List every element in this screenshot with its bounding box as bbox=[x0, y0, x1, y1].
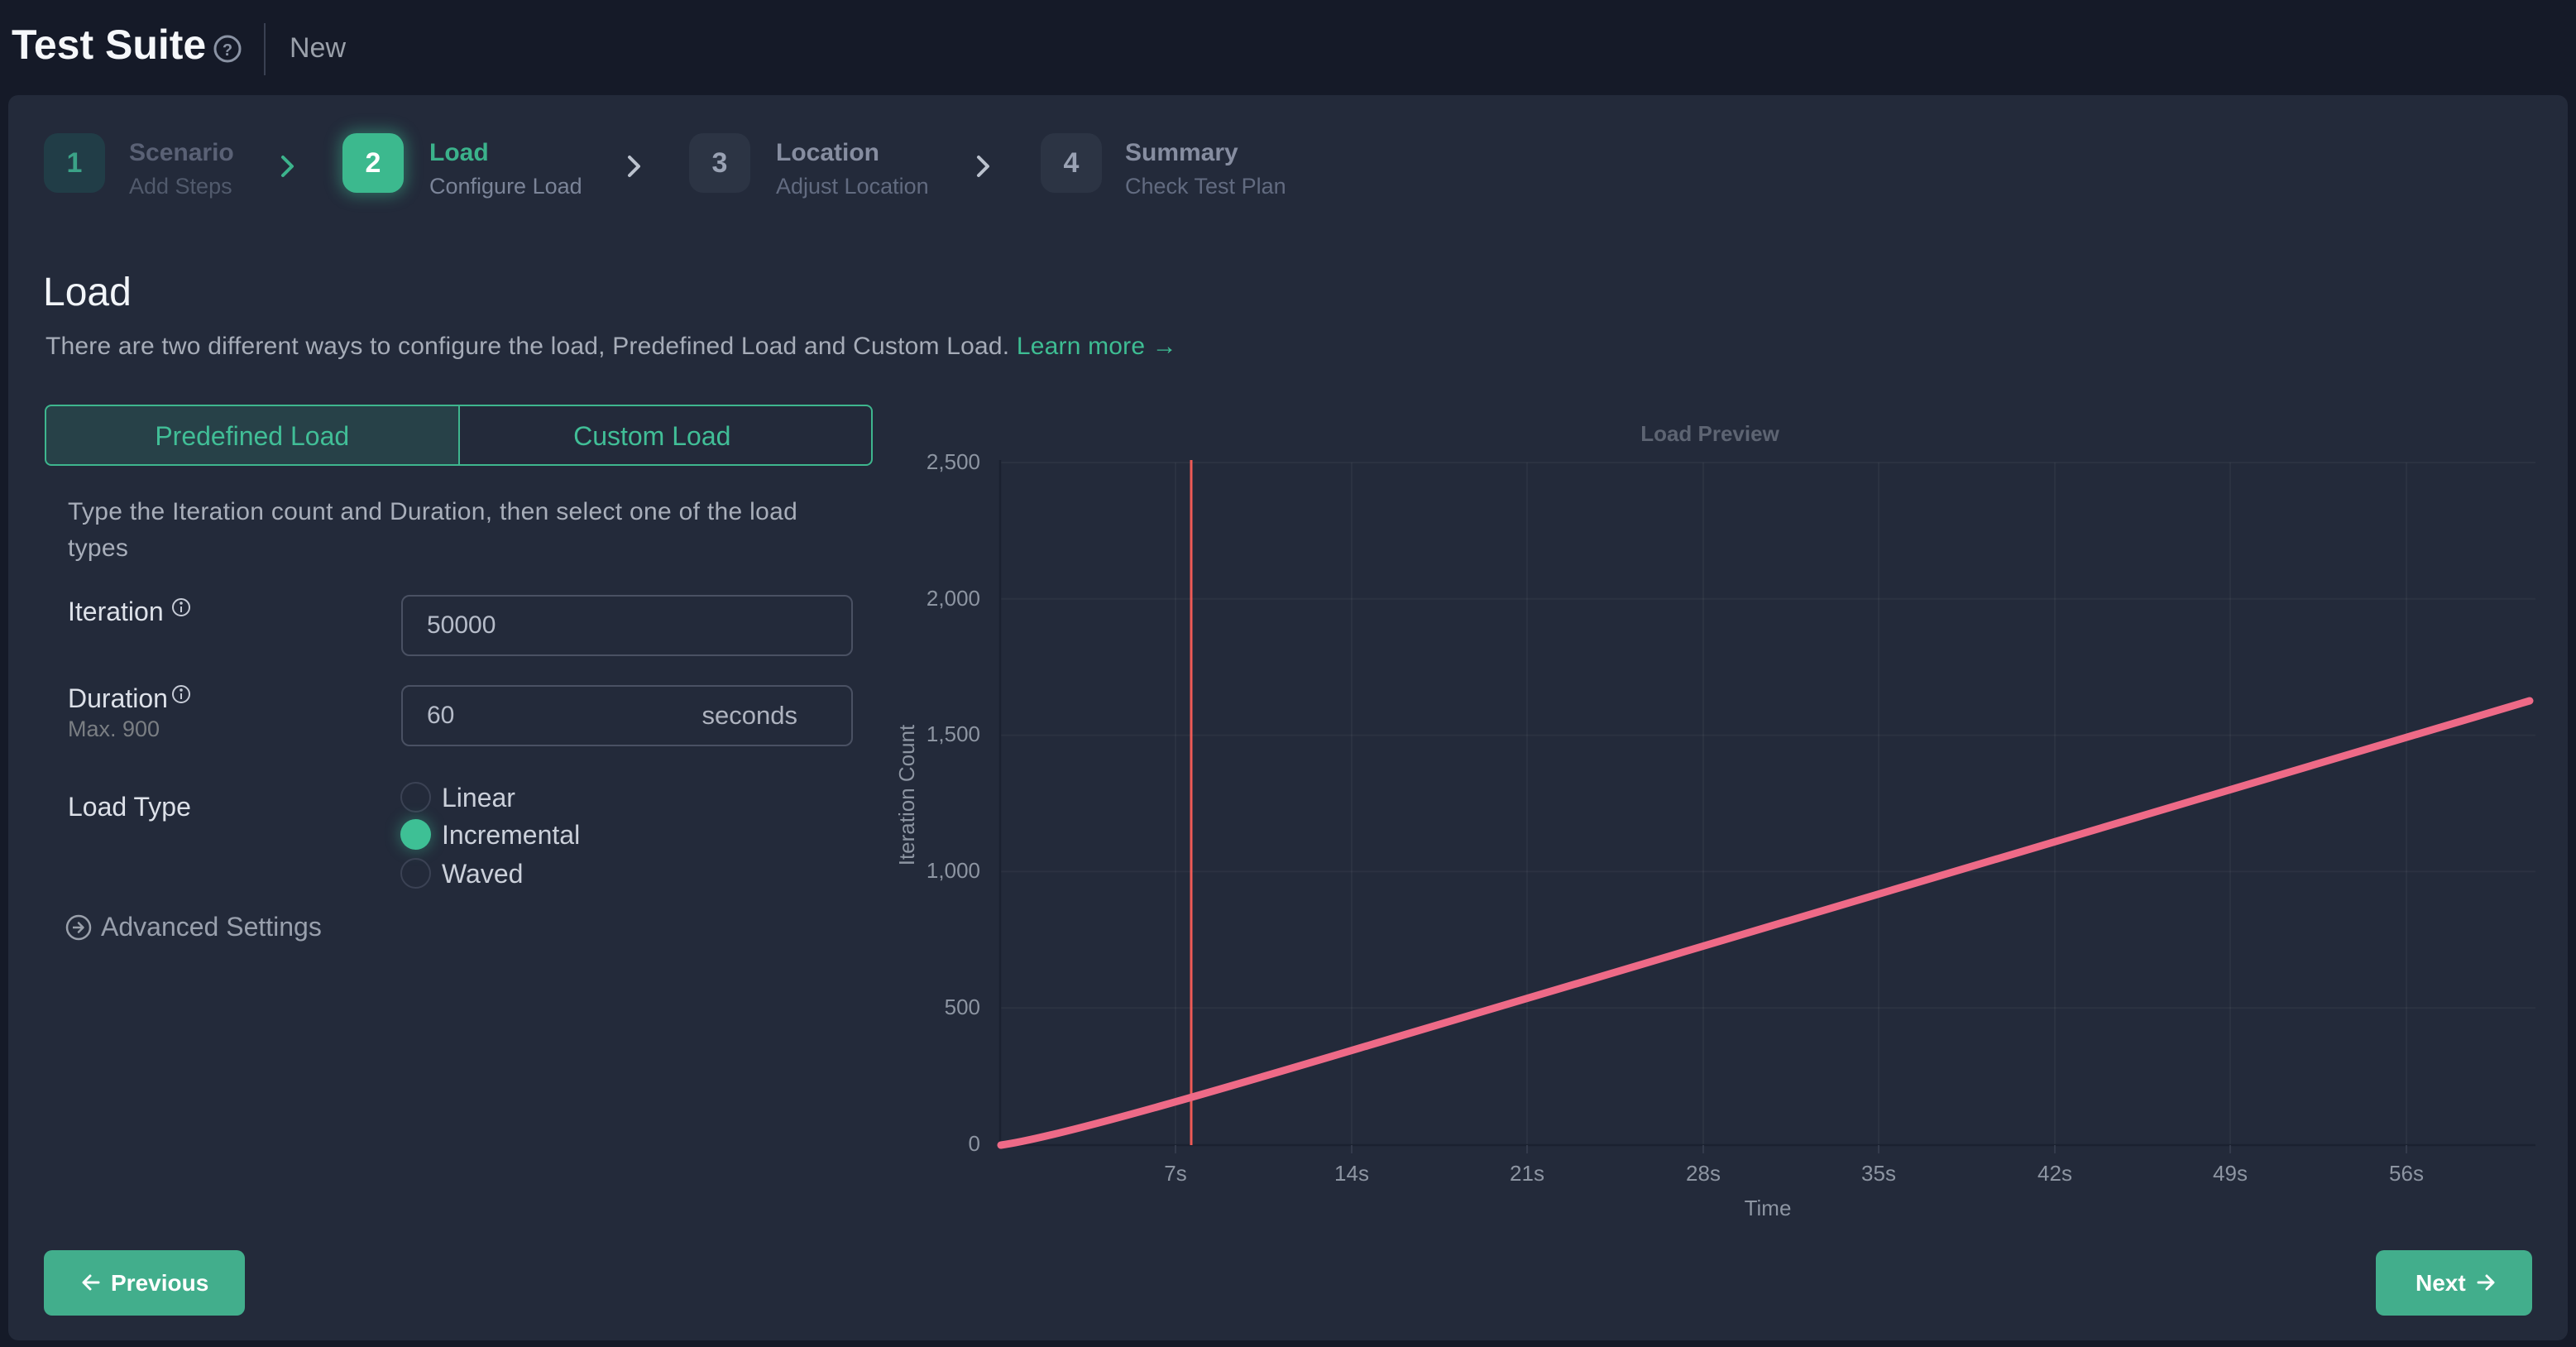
svg-text:?: ? bbox=[223, 41, 232, 60]
